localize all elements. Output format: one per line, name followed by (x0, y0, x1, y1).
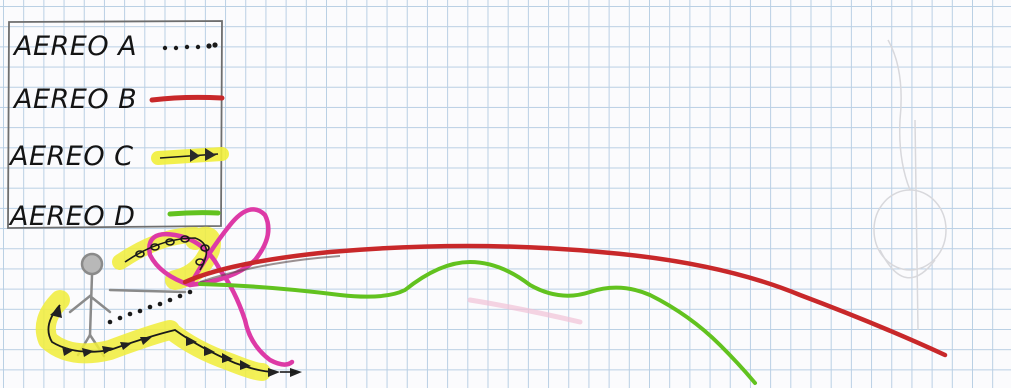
flight-path-aereo-c (47, 235, 302, 377)
legend-swatch-dotted (162, 42, 218, 51)
legend-label-aereo-d: AEREO D (8, 201, 135, 232)
pink-smudge (467, 297, 583, 325)
legend-swatch-green-line (167, 210, 221, 217)
flight-path-aereo-a (107, 289, 193, 325)
faint-pencil-sketch (873, 39, 947, 331)
legend-swatch-red-line (149, 94, 225, 103)
flight-path-aereo-d (198, 260, 757, 385)
legend: AEREO A AEREO B AEREO C AEREO D (7, 20, 229, 232)
legend-box (7, 20, 223, 229)
flight-path-aereo-b (182, 243, 948, 358)
legend-label-aereo-a: AEREO A (12, 31, 137, 62)
legend-label-aereo-c: AEREO C (8, 141, 134, 172)
legend-label-aereo-b: AEREO B (12, 84, 137, 115)
flight-path-aereo-b-shadow (199, 255, 341, 283)
legend-swatch-arrows (151, 147, 229, 165)
